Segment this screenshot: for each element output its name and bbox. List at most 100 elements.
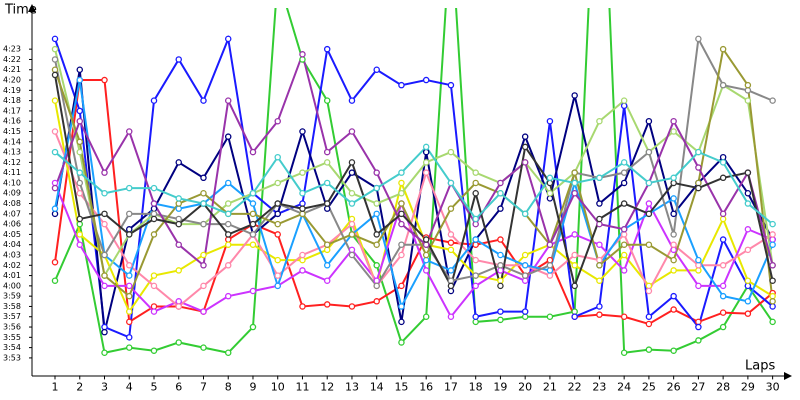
point <box>571 92 578 99</box>
point <box>51 128 59 135</box>
point <box>596 220 603 228</box>
point <box>596 303 603 310</box>
x-tick-label: 27 <box>691 380 705 393</box>
point <box>76 76 84 84</box>
y-tick-label: 4:19 <box>3 86 21 95</box>
point <box>101 272 108 279</box>
point <box>645 313 653 320</box>
point <box>348 97 356 104</box>
y-tick-label: 4:00 <box>3 281 21 290</box>
y-tick-label: 4:22 <box>3 55 21 64</box>
point <box>645 148 653 156</box>
x-tick-label: 12 <box>320 380 334 393</box>
point <box>125 262 133 269</box>
point <box>348 231 356 238</box>
point <box>274 117 281 125</box>
point <box>249 241 257 248</box>
point <box>274 210 281 218</box>
y-tick-label: 4:20 <box>3 76 21 85</box>
point <box>200 97 207 104</box>
point <box>323 301 331 308</box>
point <box>546 313 554 320</box>
point <box>323 241 331 248</box>
point <box>76 66 84 73</box>
point <box>348 169 356 176</box>
point <box>76 107 84 115</box>
x-tick-label: 18 <box>469 380 483 393</box>
point <box>150 210 158 218</box>
point <box>769 318 776 326</box>
y-tick-label: 4:21 <box>3 65 21 74</box>
point <box>398 210 405 218</box>
x-tick-label: 22 <box>568 380 582 393</box>
point <box>447 239 455 246</box>
point <box>447 313 455 320</box>
x-tick-label: 28 <box>716 380 730 393</box>
x-tick-label: 8 <box>225 380 232 393</box>
y-axis-title: Time <box>4 3 37 18</box>
series-line <box>54 35 774 339</box>
point <box>695 179 702 187</box>
point <box>744 226 752 233</box>
point <box>373 184 380 192</box>
point <box>744 169 752 176</box>
x-tick-label: 11 <box>295 380 309 393</box>
point <box>620 251 628 259</box>
point <box>274 256 281 264</box>
point <box>546 174 554 182</box>
point <box>150 303 158 310</box>
point <box>719 45 727 53</box>
point <box>323 148 331 156</box>
point <box>670 267 677 274</box>
point <box>76 179 84 187</box>
series-line <box>54 79 774 326</box>
x-tick-label: 10 <box>271 380 285 393</box>
point <box>695 184 702 192</box>
y-tick-label: 3:59 <box>3 292 21 301</box>
point <box>695 337 702 344</box>
point <box>596 174 603 182</box>
point <box>571 189 578 197</box>
point <box>398 81 405 89</box>
point <box>274 282 281 290</box>
point <box>398 251 405 259</box>
x-tick-label: 25 <box>642 380 656 393</box>
point <box>670 174 677 182</box>
point <box>101 189 108 197</box>
x-tick-label: 9 <box>249 380 256 393</box>
point <box>101 220 108 228</box>
point <box>76 117 84 125</box>
point <box>645 282 653 290</box>
point <box>620 169 628 176</box>
point <box>200 200 207 207</box>
point <box>497 316 504 324</box>
point <box>299 200 306 207</box>
point <box>497 308 504 315</box>
point <box>744 81 752 89</box>
x-axis-arrow <box>784 372 792 380</box>
point <box>125 334 133 341</box>
point <box>175 303 182 310</box>
point <box>249 200 257 207</box>
x-tick-label: 3 <box>101 380 108 393</box>
point <box>299 51 306 58</box>
point <box>769 231 776 238</box>
point <box>323 246 331 254</box>
plot-area <box>51 8 776 357</box>
point <box>521 210 529 218</box>
point <box>521 159 529 166</box>
y-tick-label: 4:05 <box>3 230 21 239</box>
point <box>224 179 232 187</box>
point <box>76 231 84 238</box>
point <box>620 97 628 104</box>
series-line <box>54 74 774 290</box>
point <box>323 159 331 166</box>
point <box>521 277 529 284</box>
point <box>422 76 430 84</box>
y-tick-label: 3:54 <box>3 343 21 352</box>
point <box>670 347 677 354</box>
point <box>150 184 158 192</box>
point <box>249 189 257 197</box>
point <box>596 117 603 125</box>
